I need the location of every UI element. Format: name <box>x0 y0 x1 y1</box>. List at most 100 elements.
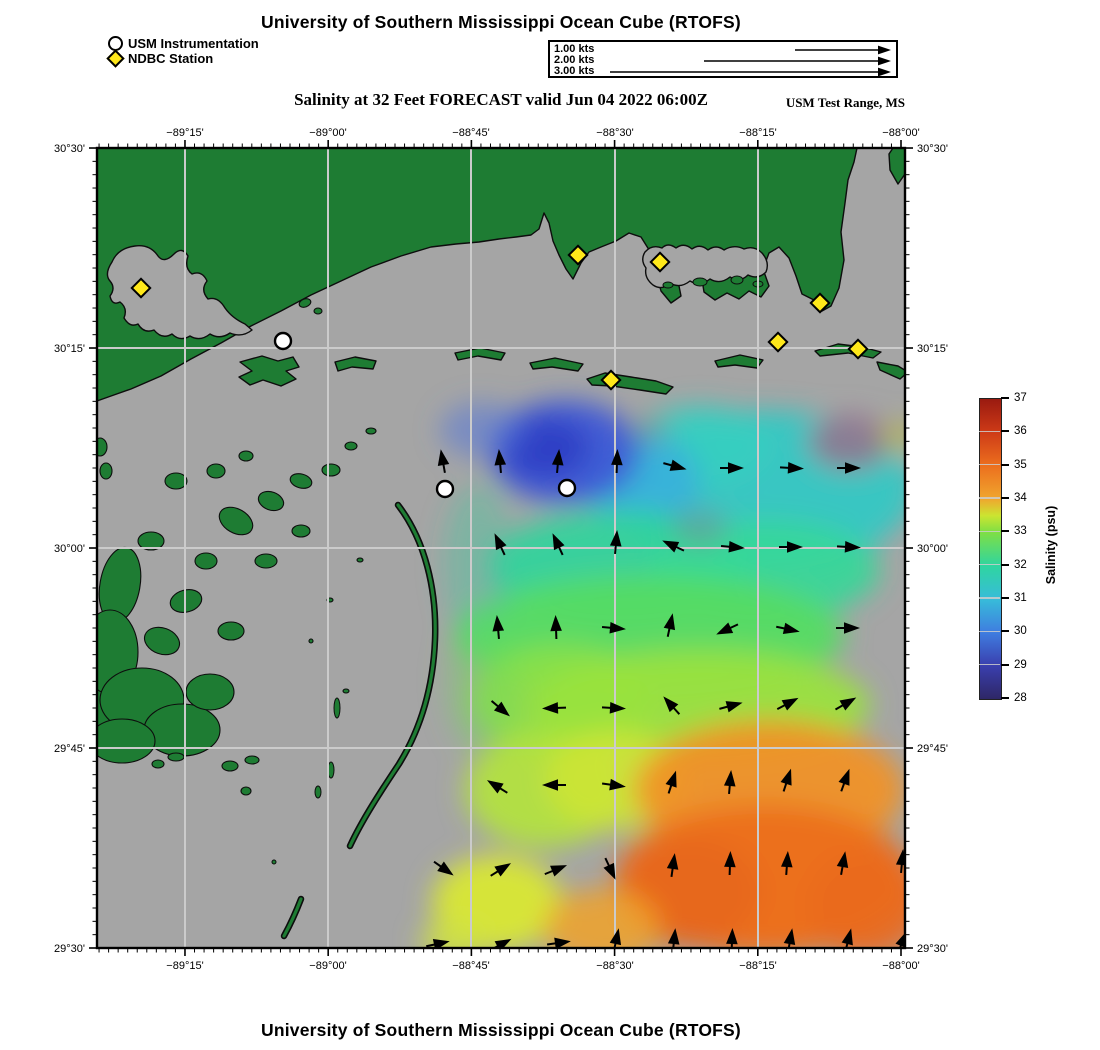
land-layer <box>97 148 905 940</box>
current-arrow <box>724 851 736 876</box>
ndbc-station-marker <box>767 331 789 353</box>
current-arrow <box>551 449 564 474</box>
current-arrow <box>542 702 567 714</box>
current-arrow <box>611 449 623 474</box>
current-arrow <box>836 541 861 553</box>
current-arrow <box>716 622 739 635</box>
current-arrow <box>834 697 857 711</box>
current-arrow <box>836 851 849 876</box>
current-arrow <box>665 770 677 794</box>
current-arrow <box>433 860 454 876</box>
lon-tick-label: −88°15' <box>739 960 776 972</box>
ndbc-station-marker <box>809 292 831 314</box>
current-arrow <box>546 937 571 948</box>
lon-tick-label: −89°15' <box>166 127 203 139</box>
range-label: USM Test Range, MS <box>785 95 905 110</box>
lat-tick-label: 29°30' <box>917 943 948 955</box>
current-arrow <box>836 622 860 634</box>
current-arrow <box>601 621 626 634</box>
lon-tick-label: −88°30' <box>596 960 633 972</box>
lat-tick-label: 30°30' <box>917 143 948 155</box>
ndbc-station-marker <box>600 369 622 391</box>
lat-tick-label: 30°15' <box>917 343 948 355</box>
current-arrow <box>666 853 679 878</box>
current-arrow <box>601 702 626 714</box>
current-arrow <box>726 928 738 948</box>
forecast-subtitle: Salinity at 32 Feet FORECAST valid Jun 0… <box>294 90 708 109</box>
current-arrow <box>552 533 565 556</box>
ndbc-station-marker <box>649 251 671 273</box>
current-arrow <box>494 533 507 556</box>
current-arrow <box>609 928 622 948</box>
current-arrow <box>492 615 505 640</box>
scale-2kt-label: 2.00 kts <box>554 54 595 66</box>
legend-usm-label: USM Instrumentation <box>128 36 259 51</box>
usm-station-marker <box>435 479 455 499</box>
current-vectors <box>426 449 905 948</box>
current-arrow <box>490 700 510 717</box>
scale-arrows <box>610 45 891 76</box>
current-arrow <box>486 780 508 794</box>
current-arrow <box>719 701 743 713</box>
current-arrow <box>542 779 566 791</box>
current-arrow <box>779 462 804 474</box>
current-arrow <box>437 449 450 474</box>
legend-row-ndbc: NDBC Station <box>106 49 259 68</box>
current-arrow <box>776 622 800 635</box>
ndbc-station-marker <box>847 338 869 360</box>
lat-tick-label: 29°45' <box>917 743 948 755</box>
usm-station-marker <box>273 331 293 351</box>
current-arrow <box>838 768 850 792</box>
current-arrow <box>776 697 799 711</box>
current-arrow <box>720 540 745 553</box>
current-arrow <box>781 851 793 876</box>
lon-tick-label: −88°30' <box>596 127 633 139</box>
lon-tick-label: −89°00' <box>309 960 346 972</box>
current-arrow <box>837 462 861 474</box>
legend-row-usm: USM Instrumentation <box>108 36 259 51</box>
lat-tick-label: 29°30' <box>54 943 85 955</box>
lon-tick-label: −88°45' <box>452 127 489 139</box>
current-arrow <box>663 696 681 715</box>
current-arrow <box>783 928 796 948</box>
lat-tick-label: 30°30' <box>54 143 85 155</box>
lat-tick-label: 29°45' <box>54 743 85 755</box>
ndbc-station-marker <box>130 277 152 299</box>
scale-3kt-label: 3.00 kts <box>554 65 595 77</box>
lon-tick-label: −88°15' <box>739 127 776 139</box>
lat-tick-label: 30°00' <box>54 543 85 555</box>
legend-ndbc-label: NDBC Station <box>128 51 214 66</box>
current-arrow <box>609 530 622 555</box>
current-arrow <box>603 857 616 880</box>
station-legend: USM Instrumentation NDBC Station <box>106 36 259 68</box>
lat-tick-label: 30°15' <box>54 343 85 355</box>
lon-tick-label: −89°15' <box>166 960 203 972</box>
scale-1kt-label: 1.00 kts <box>554 43 595 55</box>
lon-tick-label: −88°45' <box>452 960 489 972</box>
current-arrow <box>779 541 803 553</box>
lat-tick-label: 30°00' <box>917 543 948 555</box>
axis-labels: −89°15' −89°15' −89°00' −89°00' −88°45' −88°4… <box>54 127 948 972</box>
axis-ticks <box>89 140 913 956</box>
figure-title-top: University of Southern Mississippi Ocean… <box>261 12 741 32</box>
current-scale-box: 1.00 kts 2.00 kts 3.00 kts <box>548 40 898 78</box>
current-arrow <box>663 613 676 637</box>
current-arrow <box>723 770 736 795</box>
current-arrow <box>544 865 568 877</box>
current-arrow <box>663 459 687 471</box>
figure-title-bottom: University of Southern Mississippi Ocean… <box>261 1020 741 1040</box>
current-arrow <box>667 928 680 948</box>
lon-tick-label: −88°00' <box>882 960 919 972</box>
lon-tick-label: −89°00' <box>309 127 346 139</box>
lon-tick-label: −88°00' <box>882 127 919 139</box>
current-arrow <box>780 768 792 792</box>
usm-station-marker <box>557 478 577 498</box>
stations <box>130 244 869 499</box>
current-arrow <box>720 462 744 474</box>
current-arrow <box>662 540 685 553</box>
ndbc-station-marker <box>567 244 589 266</box>
current-arrow <box>601 778 626 791</box>
current-arrow <box>490 863 512 877</box>
